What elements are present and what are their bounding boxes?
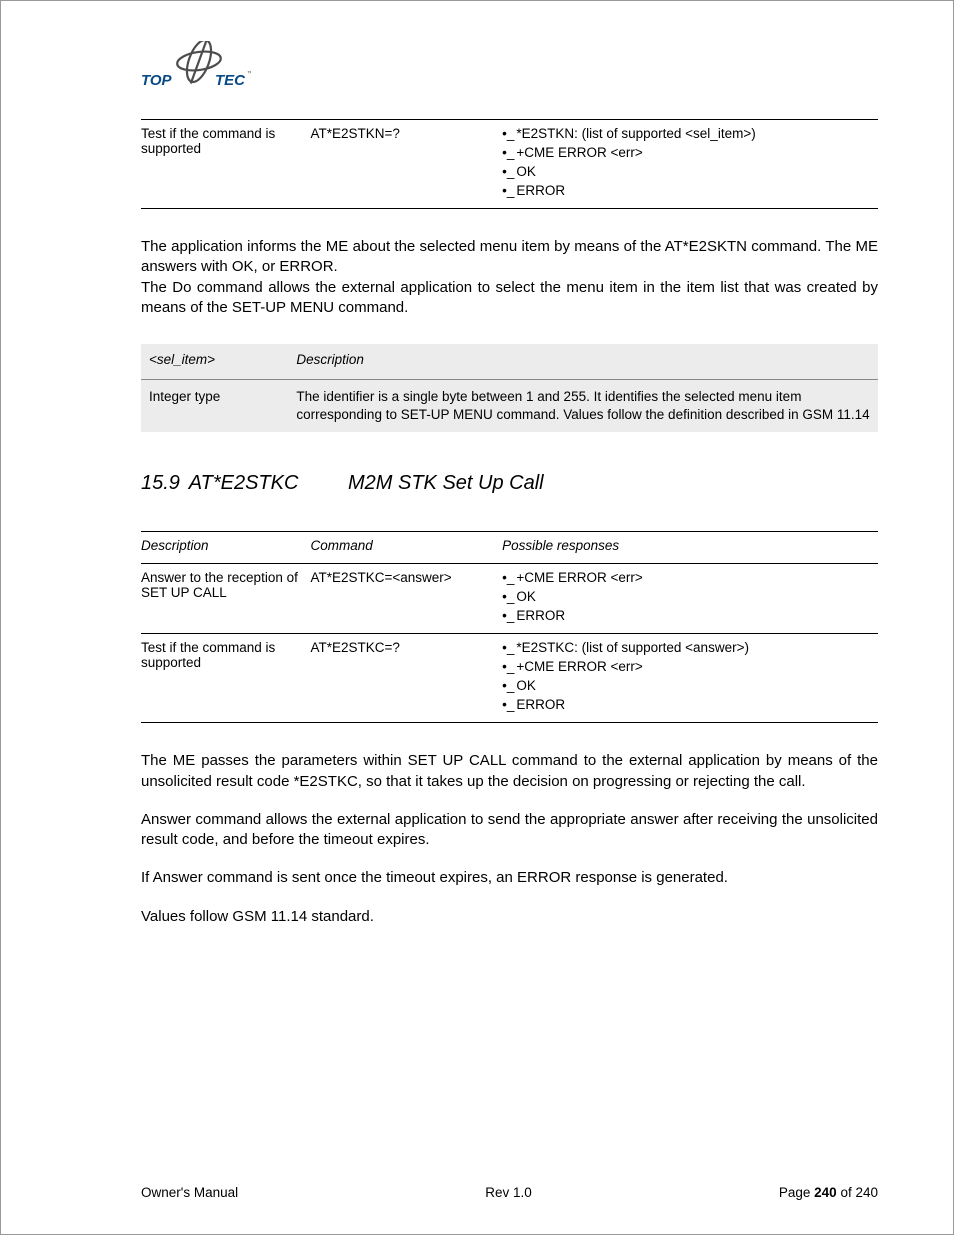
response-item: OK [502, 164, 870, 179]
response-item: *E2STKN: (list of supported <sel_item>) [502, 126, 870, 141]
cell: Integer type [141, 380, 288, 433]
logo: TOP TEC ™ [141, 41, 898, 94]
cell-responses: *E2STKC: (list of supported <answer>) +C… [502, 634, 878, 723]
response-item: ERROR [502, 608, 870, 623]
table-row: Test if the command is supported AT*E2ST… [141, 634, 878, 723]
table-header-row: Description Command Possible responses [141, 532, 878, 564]
response-item: +CME ERROR <err> [502, 145, 870, 160]
response-item: OK [502, 678, 870, 693]
footer-left: Owner's Manual [141, 1185, 238, 1200]
response-item: OK [502, 589, 870, 604]
section-command: AT*E2STKC [189, 472, 299, 494]
command-table-e2stkn: Test if the command is supported AT*E2ST… [141, 119, 878, 209]
paragraph: Values follow GSM 11.14 standard. [141, 907, 878, 927]
document-page: TOP TEC ™ Test if the command is support… [0, 0, 954, 1235]
cell-command: AT*E2STKN=? [311, 120, 503, 209]
paragraph: If Answer command is sent once the timeo… [141, 868, 878, 888]
header-cell: <sel_item> [141, 344, 288, 380]
paragraph: Answer command allows the external appli… [141, 810, 878, 851]
section-number: 15.9 [141, 472, 180, 494]
header-cell: Command [311, 532, 503, 564]
table-row: Test if the command is supported AT*E2ST… [141, 120, 878, 209]
page-footer: Owner's Manual Rev 1.0 Page 240 of 240 [141, 1185, 878, 1200]
cell-command: AT*E2STKC=<answer> [311, 564, 503, 634]
table-row: Integer type The identifier is a single … [141, 380, 878, 433]
response-item: *E2STKC: (list of supported <answer>) [502, 640, 870, 655]
table-row: Answer to the reception of SET UP CALL A… [141, 564, 878, 634]
parameter-table-sel-item: <sel_item> Description Integer type The … [141, 344, 878, 432]
section-title: M2M STK Set Up Call [348, 472, 544, 494]
paragraph: The ME passes the parameters within SET … [141, 751, 878, 792]
cell-responses: *E2STKN: (list of supported <sel_item>) … [502, 120, 878, 209]
cell-command: AT*E2STKC=? [311, 634, 503, 723]
svg-text:TEC: TEC [215, 72, 246, 89]
cell-description: Answer to the reception of SET UP CALL [141, 564, 311, 634]
response-item: +CME ERROR <err> [502, 659, 870, 674]
header-cell: Description [141, 532, 311, 564]
footer-right: Page 240 of 240 [779, 1185, 878, 1200]
table-header-row: <sel_item> Description [141, 344, 878, 380]
header-cell: Description [288, 344, 878, 380]
svg-text:TOP: TOP [141, 72, 173, 89]
cell-description: Test if the command is supported [141, 634, 311, 723]
svg-text:™: ™ [247, 70, 251, 77]
response-item: ERROR [502, 697, 870, 712]
paragraph: The application informs the ME about the… [141, 237, 878, 278]
cell-description: Test if the command is supported [141, 120, 311, 209]
header-cell: Possible responses [502, 532, 878, 564]
cell: The identifier is a single byte between … [288, 380, 878, 433]
command-table-e2stkc: Description Command Possible responses A… [141, 531, 878, 723]
page-content: Test if the command is supported AT*E2ST… [141, 119, 878, 927]
paragraph: The Do command allows the external appli… [141, 278, 878, 319]
response-item: +CME ERROR <err> [502, 570, 870, 585]
response-item: ERROR [502, 183, 870, 198]
cell-responses: +CME ERROR <err> OK ERROR [502, 564, 878, 634]
section-heading: 15.9 AT*E2STKC M2M STK Set Up Call [141, 472, 878, 495]
footer-center: Rev 1.0 [485, 1185, 532, 1200]
toptec-logo-icon: TOP TEC ™ [141, 41, 251, 91]
